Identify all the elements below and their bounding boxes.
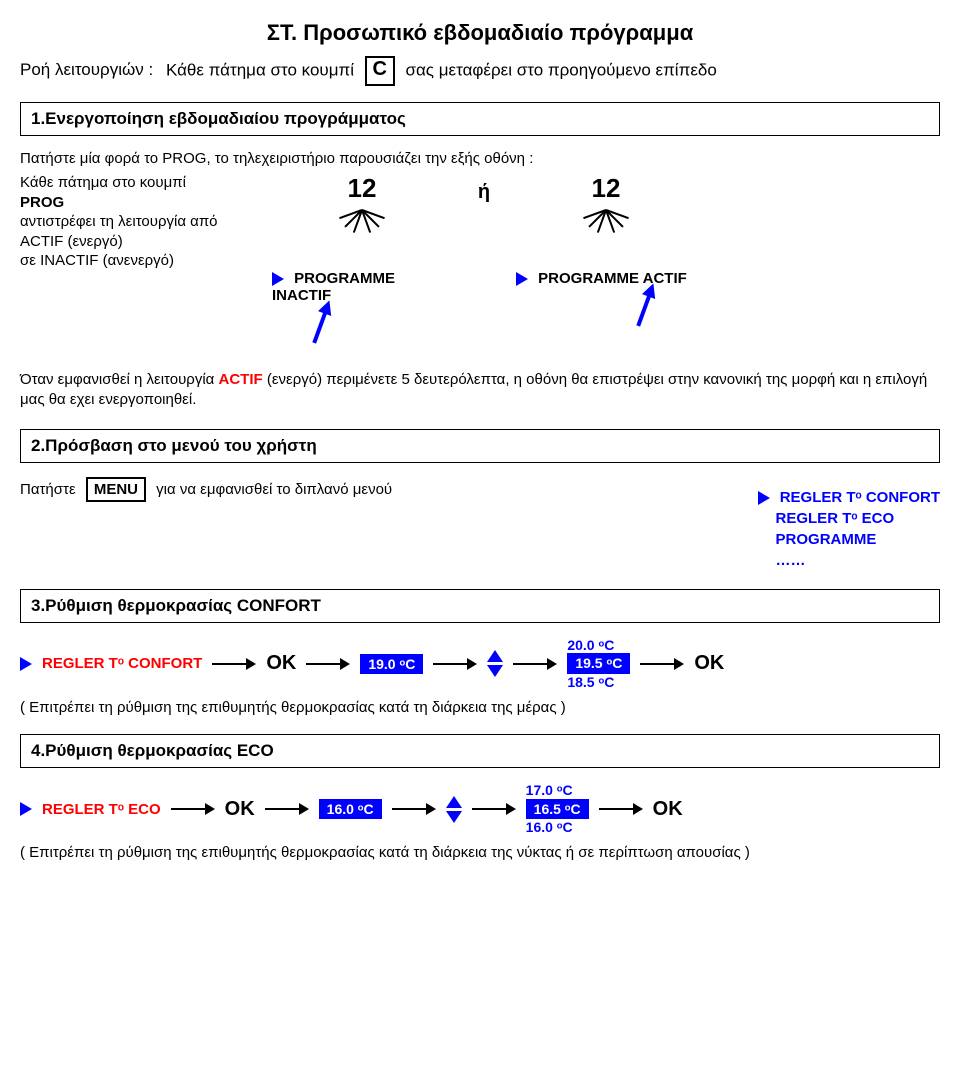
eco-item: REGLER Tᵒ ECO (42, 801, 161, 818)
temp-stack: 17.0 ᵒC 16.5 ᵒC 16.0 ᵒC (526, 782, 589, 836)
sunburst-icon (516, 208, 696, 264)
flow-line: Ροή λειτουργιών : Κάθε πάτημα στο κουμπί… (20, 56, 940, 86)
section-1-box: 1.Ενεργοποίηση εβδομαδιαίου προγράμματος (20, 102, 940, 136)
arrow-icon (392, 803, 436, 815)
section-1-title: 1.Ενεργοποίηση εβδομαδιαίου προγράμματος (31, 109, 929, 129)
updown-icon (487, 650, 503, 677)
menu-instruction: Πατήστε MENU για να εμφανισθεί το διπλαν… (20, 477, 758, 502)
sunburst-icon (272, 208, 452, 264)
arrow-icon (265, 803, 309, 815)
programme-inactif: PROGRAMME INACTIF (272, 270, 452, 304)
temp-current: 19.0 ᵒC (360, 654, 423, 674)
confort-chain: REGLER Tᵒ CONFORT OK 19.0 ᵒC 20.0 ᵒC 19.… (20, 637, 940, 691)
burst-right: 12 PROGRAMME ACTIF (516, 173, 696, 327)
triangle-icon (758, 491, 770, 505)
actif-paragraph: Όταν εμφανισθεί η λειτουργία ACTIF (ενερ… (20, 370, 940, 411)
section-3-title: 3.Ρύθμιση θερμοκρασίας CONFORT (31, 596, 929, 616)
section-4-title: 4.Ρύθμιση θερμοκρασίας ECO (31, 741, 929, 761)
burst-left: 12 PROGRAMME INACTIF (272, 173, 452, 344)
prog-row: Κάθε πάτημα στο κουμπί PROG αντιστρέφει … (20, 173, 940, 344)
section-2-title: 2.Πρόσβαση στο μενού του χρήστη (31, 436, 929, 456)
flow-post: σας μεταφέρει στο προηγούμενο επίπεδο (405, 60, 716, 79)
temp-current: 16.0 ᵒC (319, 799, 382, 819)
triangle-icon (272, 272, 284, 286)
prog-explanation: Κάθε πάτημα στο κουμπί PROG αντιστρέφει … (20, 173, 260, 271)
eco-chain: REGLER Tᵒ ECO OK 16.0 ᵒC 17.0 ᵒC 16.5 ᵒC… (20, 782, 940, 836)
flow-pre: Κάθε πάτημα στο κουμπί (166, 60, 354, 79)
temp-stack: 20.0 ᵒC 19.5 ᵒC 18.5 ᵒC (567, 637, 630, 691)
arrow-icon (306, 658, 350, 670)
arrow-icon (513, 658, 557, 670)
ok-label: OK (225, 798, 255, 821)
document-page: ΣΤ. Προσωπικό εβδομαδιαίο πρόγραμμα Ροή … (0, 0, 960, 919)
menu-row: Πατήστε MENU για να εμφανισθεί το διπλαν… (20, 477, 940, 571)
page-title: ΣΤ. Προσωπικό εβδομαδιαίο πρόγραμμα (20, 20, 940, 46)
ok-label: OK (266, 652, 296, 675)
menu-button: MENU (86, 477, 146, 502)
c-button: C (365, 56, 395, 86)
triangle-icon (20, 802, 32, 816)
arrow-icon (472, 803, 516, 815)
blue-arrow-icon (626, 287, 662, 327)
flow-label: Ροή λειτουργιών : (20, 60, 153, 79)
arrow-icon (171, 803, 215, 815)
eco-note: ( Επιτρέπει τη ρύθμιση της επιθυμητής θε… (20, 844, 940, 861)
arrow-icon (433, 658, 477, 670)
blue-arrow-icon (302, 304, 338, 344)
triangle-icon (20, 657, 32, 671)
section-1-instruction: Πατήστε μία φορά το PROG, το τηλεχειριστ… (20, 150, 940, 167)
updown-icon (446, 796, 462, 823)
or-column: ή (464, 173, 504, 204)
arrow-icon (212, 658, 256, 670)
menu-list: REGLER Tᵒ CONFORT REGLER Tᵒ ECO PROGRAMM… (758, 487, 940, 571)
section-3-box: 3.Ρύθμιση θερμοκρασίας CONFORT (20, 589, 940, 623)
arrow-icon (640, 658, 684, 670)
section-2-box: 2.Πρόσβαση στο μενού του χρήστη (20, 429, 940, 463)
arrow-icon (599, 803, 643, 815)
triangle-icon (516, 272, 528, 286)
ok-label: OK (653, 798, 683, 821)
programme-actif: PROGRAMME ACTIF (516, 270, 696, 287)
confort-item: REGLER Tᵒ CONFORT (42, 655, 202, 672)
confort-note: ( Επιτρέπει τη ρύθμιση της επιθυμητής θε… (20, 699, 940, 716)
section-4-box: 4.Ρύθμιση θερμοκρασίας ECO (20, 734, 940, 768)
ok-label: OK (694, 652, 724, 675)
